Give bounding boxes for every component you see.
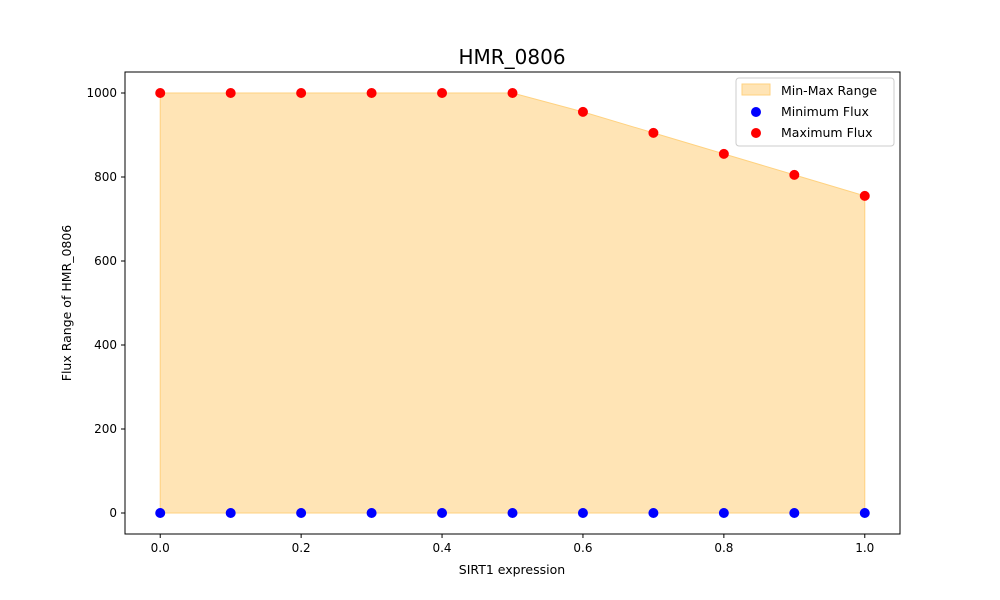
y-axis-ticks: 0 200 400 600 800 1000 xyxy=(86,86,125,520)
x-tick-label: 1.0 xyxy=(855,541,874,555)
x-axis-ticks: 0.0 0.2 0.4 0.6 0.8 1.0 xyxy=(151,534,874,555)
legend-label-max: Maximum Flux xyxy=(781,125,873,140)
min-flux-point xyxy=(225,508,236,518)
min-flux-point xyxy=(577,508,588,518)
min-flux-point xyxy=(789,508,800,518)
max-flux-point xyxy=(366,88,377,98)
axes-frame xyxy=(124,71,901,535)
max-flux-point xyxy=(577,106,588,117)
legend-marker-min xyxy=(751,107,761,117)
max-flux-point xyxy=(718,148,729,159)
x-tick-label: 0.2 xyxy=(292,541,311,555)
min-flux-point xyxy=(366,508,377,518)
min-flux-point xyxy=(437,508,448,518)
max-flux-point xyxy=(859,190,870,201)
chart-title: HMR_0806 xyxy=(458,45,565,69)
plot-area xyxy=(155,88,870,518)
max-flux-point xyxy=(789,169,800,180)
x-tick-label: 0.6 xyxy=(573,541,592,555)
min-flux-point xyxy=(296,508,307,518)
min-max-range-area xyxy=(159,92,866,514)
max-flux-point xyxy=(507,88,518,98)
min-flux-point xyxy=(507,508,518,518)
legend-label-range: Min-Max Range xyxy=(781,83,877,98)
min-flux-point xyxy=(648,508,659,518)
max-flux-point xyxy=(225,88,236,98)
min-flux-point xyxy=(155,508,166,518)
legend-marker-max xyxy=(751,128,761,138)
x-axis-label: SIRT1 expression xyxy=(459,562,565,577)
x-tick-label: 0.0 xyxy=(151,541,170,555)
legend-swatch-range xyxy=(741,83,771,96)
y-tick-label: 600 xyxy=(94,254,117,268)
y-tick-label: 200 xyxy=(94,422,117,436)
y-tick-label: 1000 xyxy=(86,86,117,100)
y-axis-label: Flux Range of HMR_0806 xyxy=(59,225,74,382)
max-flux-point xyxy=(155,88,166,98)
legend-label-min: Minimum Flux xyxy=(781,104,869,119)
legend-box xyxy=(735,77,895,147)
y-tick-label: 400 xyxy=(94,338,117,352)
max-flux-point xyxy=(648,127,659,138)
max-flux-point xyxy=(437,88,448,98)
min-flux-point xyxy=(718,508,729,518)
x-tick-label: 0.8 xyxy=(714,541,733,555)
y-tick-label: 0 xyxy=(109,506,117,520)
y-tick-label: 800 xyxy=(94,170,117,184)
max-flux-point xyxy=(296,88,307,98)
min-flux-point xyxy=(859,508,870,518)
x-tick-label: 0.4 xyxy=(432,541,451,555)
data-points xyxy=(155,88,870,518)
legend: Min-Max Range Minimum Flux Maximum Flux xyxy=(735,77,895,147)
